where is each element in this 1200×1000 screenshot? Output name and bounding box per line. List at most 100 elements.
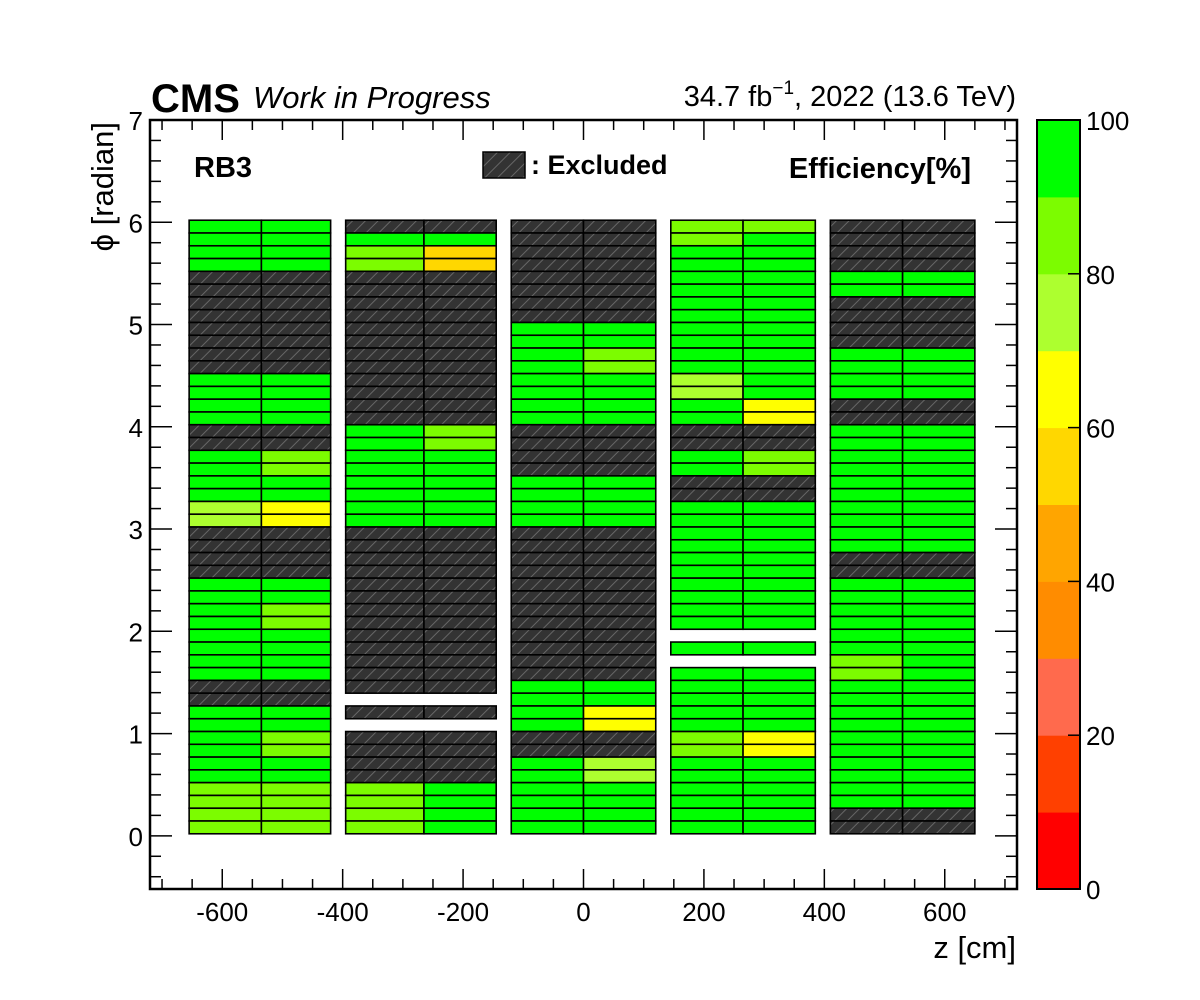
efficiency-cell: [423, 794, 497, 810]
efficiency-cell: [423, 807, 497, 822]
efficiency-cell: [670, 641, 744, 656]
color-scale-band: [1037, 812, 1080, 890]
efficiency-cell: [742, 462, 817, 477]
efficiency-cell: [901, 526, 976, 541]
efficiency-cell: [829, 385, 904, 400]
efficiency-cell: [742, 590, 817, 605]
efficiency-cell: [742, 513, 817, 528]
color-scale-band: [1037, 658, 1080, 736]
efficiency-cell: [829, 717, 904, 733]
excluded-cell: [901, 321, 976, 337]
efficiency-cell: [829, 794, 904, 810]
excluded-cell: [188, 436, 263, 452]
excluded-cell: [423, 730, 497, 746]
efficiency-cell: [742, 232, 817, 247]
efficiency-cell: [510, 756, 585, 771]
efficiency-cell: [260, 372, 332, 388]
excluded-cell: [582, 462, 657, 477]
efficiency-cell: [582, 487, 657, 503]
efficiency-cell: [742, 296, 817, 311]
excluded-cell: [829, 257, 904, 273]
efficiency-cell: [510, 820, 585, 835]
excluded-cell: [829, 219, 904, 234]
efficiency-cell: [742, 538, 817, 554]
efficiency-cell: [260, 462, 332, 477]
efficiency-cell: [260, 807, 332, 822]
efficiency-cell: [742, 577, 817, 592]
excluded-cell: [829, 398, 904, 413]
efficiency-cell: [188, 743, 263, 758]
excluded-cell: [901, 551, 976, 567]
efficiency-cell: [901, 654, 976, 669]
excluded-cell: [510, 615, 585, 631]
efficiency-cell: [188, 794, 263, 810]
efficiency-cell: [344, 449, 425, 464]
excluded-cell: [423, 615, 497, 631]
excluded-cell: [670, 475, 744, 490]
excluded-cell: [829, 551, 904, 567]
excluded-cell: [423, 551, 497, 567]
excluded-cell: [344, 551, 425, 567]
efficiency-cell: [742, 756, 817, 771]
excluded-cell: [423, 270, 497, 285]
excluded-cell: [188, 526, 263, 541]
efficiency-cell: [670, 781, 744, 797]
efficiency-cell: [510, 475, 585, 490]
efficiency-cell: [510, 513, 585, 528]
efficiency-cell: [742, 679, 817, 694]
excluded-cell: [829, 411, 904, 426]
excluded-cell: [510, 564, 585, 579]
efficiency-cell: [742, 321, 817, 337]
efficiency-cell: [829, 666, 904, 682]
efficiency-cell: [901, 462, 976, 477]
efficiency-cell: [260, 769, 332, 784]
efficiency-cell: [344, 807, 425, 822]
efficiency-cell: [582, 500, 657, 516]
efficiency-cell: [742, 308, 817, 324]
efficiency-cell: [582, 705, 657, 720]
efficiency-cell: [742, 820, 817, 835]
efficiency-cell: [188, 705, 263, 720]
efficiency-cell: [423, 500, 497, 516]
excluded-cell: [344, 705, 425, 720]
efficiency-cell: [742, 769, 817, 784]
color-scale-tick-label: 60: [1086, 414, 1115, 444]
efficiency-cell: [510, 347, 585, 362]
efficiency-cell: [670, 347, 744, 362]
efficiency-cell: [582, 475, 657, 490]
excluded-cell: [344, 538, 425, 554]
efficiency-cell: [829, 449, 904, 464]
color-scale-band: [1037, 504, 1080, 582]
efficiency-cell: [510, 500, 585, 516]
lumi-exponent: −1: [772, 78, 794, 99]
efficiency-cell: [260, 590, 332, 605]
excluded-cell: [670, 487, 744, 503]
efficiency-cell: [260, 398, 332, 413]
x-tick-label: 600: [923, 897, 966, 927]
efficiency-cell: [670, 679, 744, 694]
excluded-cell: [901, 308, 976, 324]
excluded-cell: [582, 538, 657, 554]
efficiency-cell: [582, 321, 657, 337]
excluded-cell: [901, 232, 976, 247]
x-tick-label: -600: [196, 897, 248, 927]
excluded-cell: [423, 743, 497, 758]
excluded-cell: [260, 308, 332, 324]
excluded-cell: [901, 334, 976, 349]
efficiency-cell: [829, 475, 904, 490]
efficiency-cell: [582, 717, 657, 733]
excluded-cell: [901, 244, 976, 260]
excluded-cell: [510, 538, 585, 554]
excluded-cell: [188, 423, 263, 439]
excluded-cell: [260, 526, 332, 541]
excluded-cell: [670, 436, 744, 452]
efficiency-cell: [423, 781, 497, 797]
y-tick-label: 1: [129, 720, 143, 750]
efficiency-cell: [829, 360, 904, 375]
excluded-cell: [829, 321, 904, 337]
efficiency-cell: [670, 743, 744, 758]
efficiency-cell: [670, 577, 744, 592]
efficiency-cell: [901, 679, 976, 694]
excluded-cell: [344, 615, 425, 631]
efficiency-cell: [901, 423, 976, 439]
